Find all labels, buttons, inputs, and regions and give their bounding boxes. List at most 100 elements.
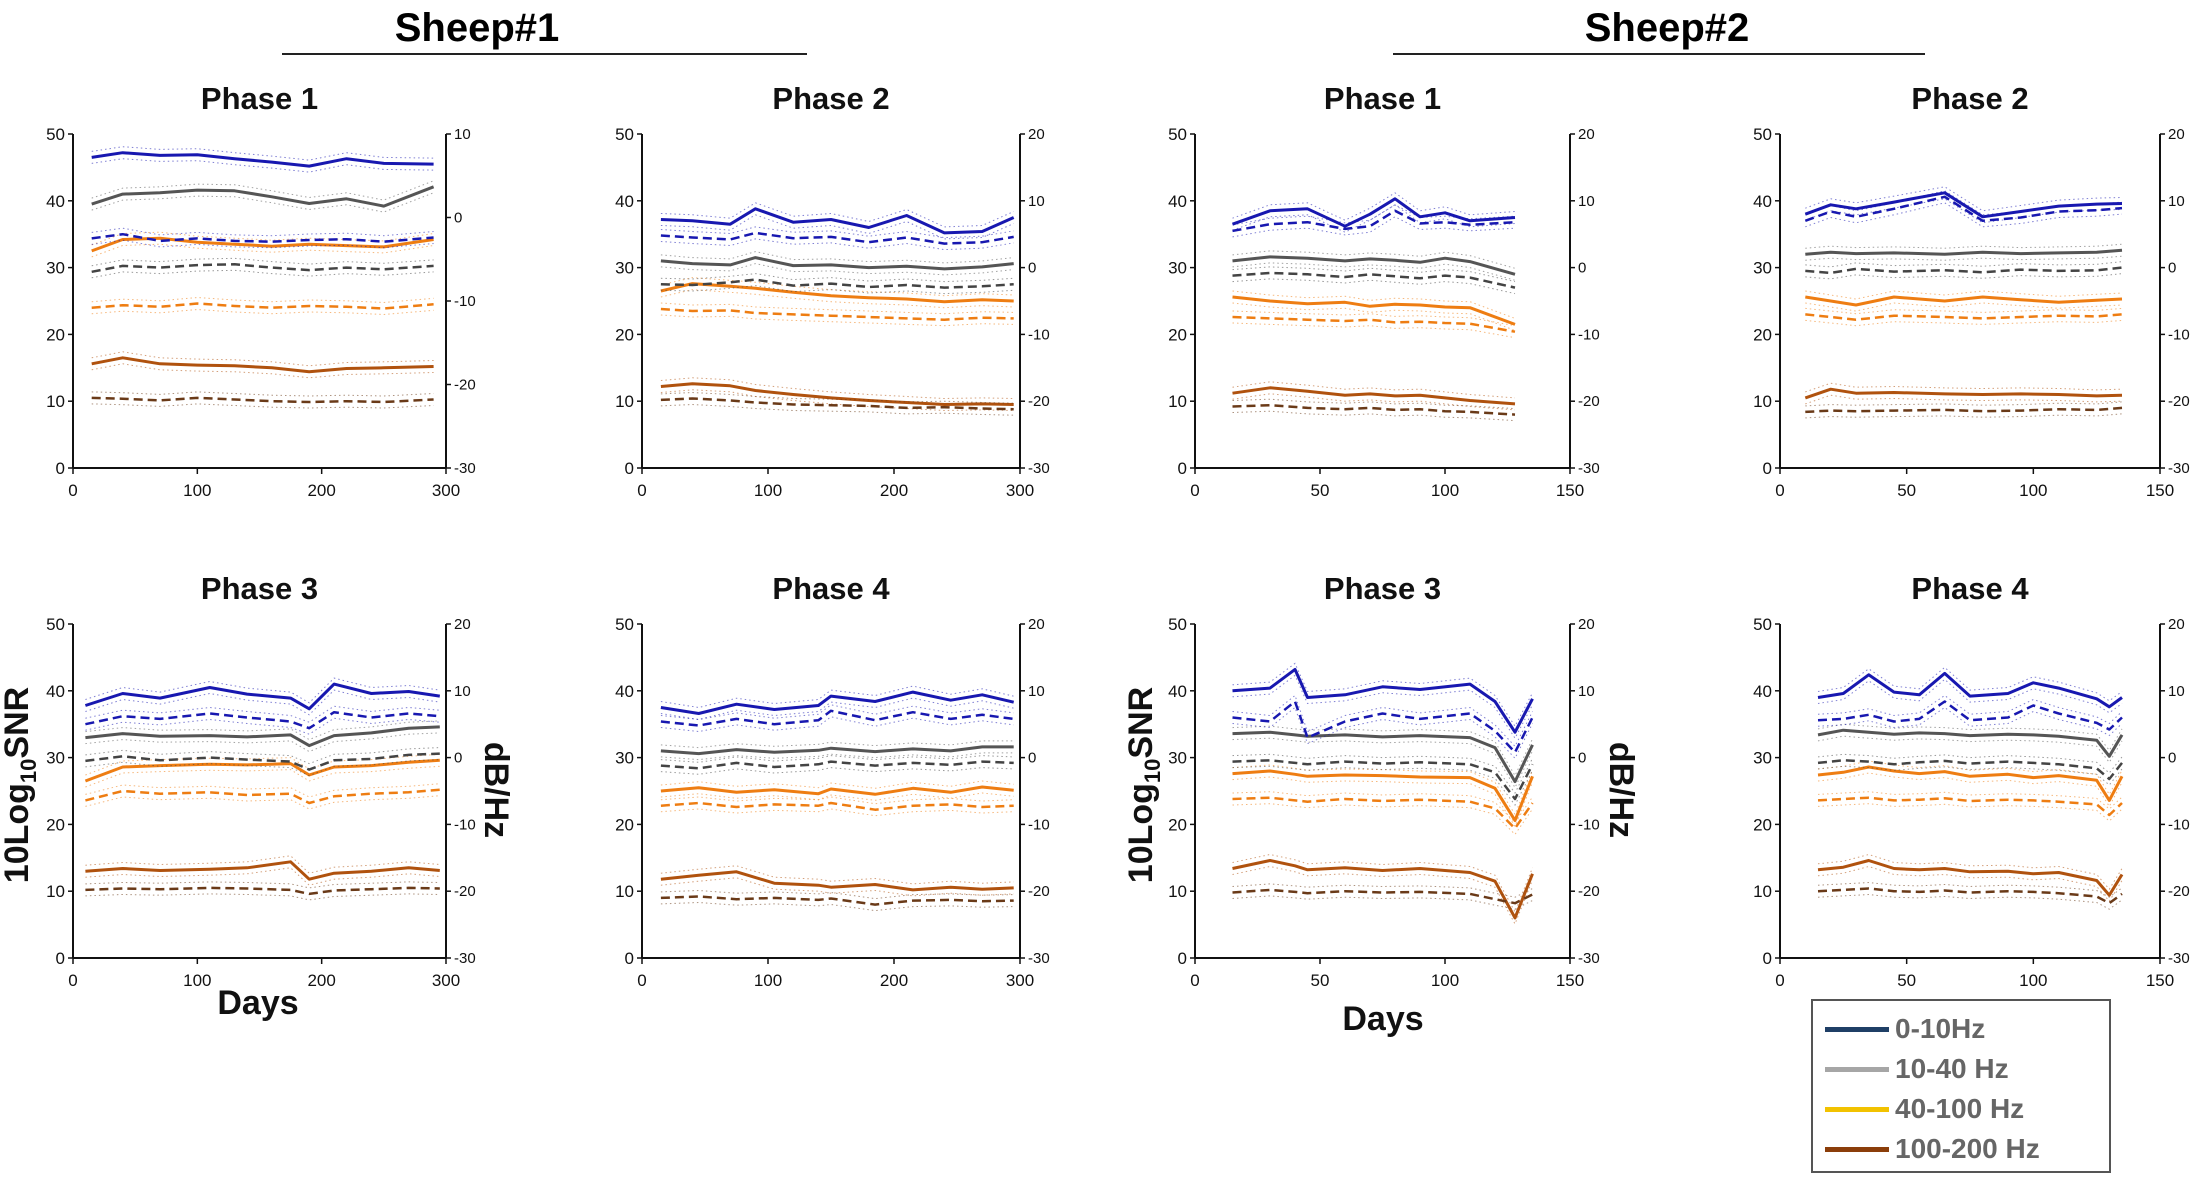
ci-upper-line	[85, 747, 440, 765]
ci-lower-line	[1232, 803, 1533, 836]
series-line	[1231, 197, 1516, 228]
y-axis-label-right: dB/Hz	[477, 742, 515, 838]
ci-lower-line	[1817, 765, 2123, 786]
y-tick-label: 10	[1753, 392, 1772, 411]
y2-tick-label: -10	[1028, 326, 1050, 343]
ci-lower-line	[1805, 202, 2123, 228]
y-tick-label: 50	[615, 615, 634, 634]
ci-lower-line	[85, 795, 440, 810]
ci-upper-line	[91, 351, 434, 367]
y2-tick-label: -20	[454, 883, 476, 900]
series-line	[660, 760, 1014, 770]
x-tick-label: 50	[1311, 481, 1330, 500]
series-line	[1805, 248, 2123, 256]
ci-upper-line	[91, 227, 434, 237]
ci-lower-line	[1232, 737, 1533, 789]
y-tick-label: 0	[625, 949, 634, 968]
ci-lower-line	[1232, 262, 1516, 281]
y-tick-label: 0	[625, 459, 634, 478]
ci-lower-line	[660, 214, 1014, 240]
series-line	[1804, 387, 2123, 400]
ci-upper-line	[91, 180, 434, 201]
y-tick-label: 20	[1168, 815, 1187, 834]
y2-tick-label: 10	[2168, 193, 2185, 210]
y-tick-label: 10	[46, 882, 65, 901]
ci-upper-line	[1232, 381, 1516, 399]
ci-upper-line	[1817, 694, 2123, 725]
ci-upper-line	[1805, 190, 2123, 216]
y-tick-label: 40	[1753, 192, 1772, 211]
y-tick-label: 30	[46, 259, 65, 278]
y-tick-label: 40	[1168, 192, 1187, 211]
ci-upper-line	[85, 677, 440, 704]
legend-swatch	[1825, 1066, 1889, 1072]
ci-lower-line	[660, 752, 1014, 761]
y-tick-label: 0	[1178, 949, 1187, 968]
x-tick-label: 0	[1190, 971, 1199, 990]
ci-lower-line	[660, 289, 1014, 309]
series-line	[1804, 195, 2123, 223]
ci-lower-line	[660, 263, 1014, 276]
series-line	[91, 356, 434, 374]
ci-upper-line	[660, 796, 1014, 805]
x-tick-label: 100	[2019, 481, 2047, 500]
series-line	[91, 302, 434, 310]
ci-upper-line	[660, 685, 1014, 709]
ci-lower-line	[1232, 776, 1533, 828]
ci-upper-line	[1805, 401, 2123, 407]
ci-lower-line	[660, 808, 1014, 817]
ci-lower-line	[1232, 302, 1516, 331]
series-line	[1805, 295, 2123, 307]
x-tick-label: 0	[637, 971, 646, 990]
series-line	[91, 396, 434, 404]
ci-lower-line	[1232, 410, 1516, 422]
ci-lower-line	[1805, 255, 2123, 261]
x-tick-label: 100	[754, 971, 782, 990]
chart-panel: Phase 1 0 10 20 30 40 50 -30 -20 -10 0 10 20 0 50 100 15…	[1168, 81, 1600, 500]
series-line	[91, 151, 434, 168]
y-tick-label: 20	[46, 325, 65, 344]
y-tick-label: 0	[56, 949, 65, 968]
x-tick-label: 100	[754, 481, 782, 500]
ci-lower-line	[91, 403, 434, 409]
ci-upper-line	[85, 705, 440, 723]
ci-upper-line	[1817, 760, 2123, 796]
chart-title: Phase 4	[1911, 571, 2029, 606]
series-line	[85, 725, 440, 748]
y-tick-label: 50	[1168, 125, 1187, 144]
x-tick-label: 200	[880, 481, 908, 500]
y2-tick-label: -10	[2168, 326, 2190, 343]
x-tick-label: 100	[183, 971, 211, 990]
y2-tick-label: 0	[1028, 260, 1036, 277]
y2-tick-label: -30	[1028, 460, 1050, 477]
ci-upper-line	[1232, 204, 1516, 226]
legend-label: 100-200 Hz	[1895, 1133, 2040, 1164]
ci-upper-line	[91, 146, 434, 161]
y2-tick-label: 20	[2168, 126, 2185, 143]
ci-upper-line	[1805, 307, 2123, 315]
series-line	[85, 710, 440, 730]
legend-swatch	[1825, 1106, 1889, 1112]
series-line	[84, 758, 440, 783]
y-tick-label: 50	[1753, 615, 1772, 634]
series-line	[1817, 887, 2123, 905]
y2-tick-label: 20	[1578, 616, 1595, 633]
series-line	[660, 709, 1014, 727]
y-tick-label: 0	[1178, 459, 1187, 478]
x-tick-label: 0	[1775, 971, 1784, 990]
y2-tick-label: 10	[1578, 683, 1595, 700]
series-line	[1232, 730, 1534, 784]
x-axis-label: Days	[217, 984, 298, 1022]
y-tick-label: 40	[1753, 682, 1772, 701]
y2-tick-label: 20	[1028, 616, 1045, 633]
y-tick-label: 50	[1753, 125, 1772, 144]
legend-swatch	[1825, 1026, 1889, 1032]
ci-lower-line	[91, 158, 434, 173]
ci-upper-line	[1817, 723, 2123, 752]
y2-tick-label: -20	[1028, 393, 1050, 410]
y2-tick-label: -20	[2168, 883, 2190, 900]
ci-lower-line	[91, 243, 434, 258]
ci-upper-line	[1232, 853, 1533, 914]
